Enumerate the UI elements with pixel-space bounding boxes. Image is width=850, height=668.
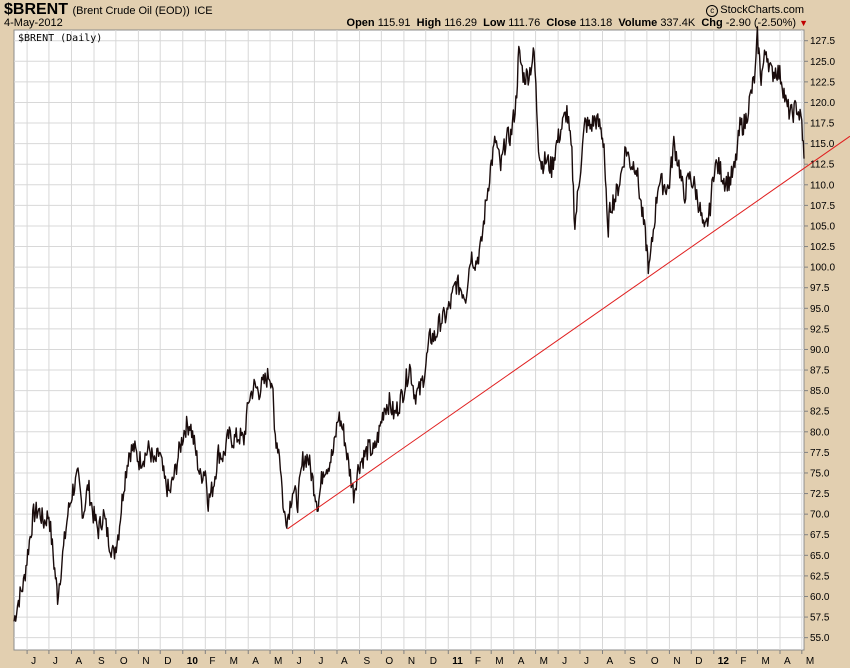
x-tick-label: A [518,656,525,667]
y-tick-label: 60.0 [810,592,830,603]
chart-header: $BRENT (Brent Crude Oil (EOD)) ICE 4-May… [0,0,850,30]
y-tick-label: 75.0 [810,468,830,479]
series-layer [13,26,850,622]
x-tick-label: J [562,656,567,667]
x-tick-label: S [98,656,105,667]
x-tick-label: D [695,656,702,667]
y-tick-label: 67.5 [810,530,830,541]
x-tick-label: O [120,656,128,667]
symbol: $BRENT [4,1,69,18]
x-tick-label: J [31,656,36,667]
y-tick-label: 122.5 [810,77,835,88]
x-tick-label: J [297,656,302,667]
x-tick-label: M [274,656,282,667]
x-tick-label: D [164,656,171,667]
y-tick-label: 82.5 [810,407,830,418]
y-tick-label: 120.0 [810,98,835,109]
y-tick-label: 100.0 [810,263,835,274]
x-tick-label: N [142,656,149,667]
x-tick-label: F [740,656,746,667]
x-tick-label: O [385,656,393,667]
quote-date: 4-May-2012 [4,17,63,29]
symbol-title: $BRENT (Brent Crude Oil (EOD)) ICE [4,1,213,19]
x-tick-label: J [53,656,58,667]
y-tick-label: 95.0 [810,304,830,315]
open-value: 115.91 [377,17,411,29]
y-tick-label: 117.5 [810,119,835,130]
volume-value: 337.4K [660,17,696,29]
plot-area [13,29,805,651]
y-tick-label: 115.0 [810,139,835,150]
y-tick-label: 80.0 [810,427,830,438]
x-tick-label: S [364,656,371,667]
y-tick-label: 125.0 [810,57,835,68]
chg-value: -2.90 (-2.50%) [725,17,797,29]
y-tick-label: 57.5 [810,613,830,624]
y-tick-label: 55.0 [810,633,830,644]
x-tick-label: A [75,656,82,667]
x-axis: J J A S O N D 10 F M A M J J A S O N D 11 F M A M J J A S O N D 12 F M A M [26,650,814,667]
x-tick-label: A [252,656,259,667]
y-tick-label: 127.5 [810,36,835,47]
y-tick-label: 92.5 [810,324,830,335]
x-tick-label: D [430,656,437,667]
chart-title: $BRENT (Daily) [18,33,102,44]
x-tick-label: 10 [187,656,199,667]
y-tick-label: 72.5 [810,489,830,500]
x-tick-label: M [495,656,503,667]
low-label: Low [483,17,506,29]
y-axis: 55.0 57.5 60.0 62.5 65.0 67.5 70.0 72.5 75.0 77.5… [804,36,835,644]
x-tick-label: J [584,656,589,667]
chg-label: Chg [701,17,723,29]
copyright: c StockCharts.com [706,4,804,17]
high-label: High [416,17,442,29]
x-tick-label: O [651,656,659,667]
quote-line: Open 115.91 High 116.29 Low 111.76 Close… [347,17,808,29]
x-tick-label: 11 [452,656,463,667]
x-tick-label: A [784,656,791,667]
high-value: 116.29 [444,17,478,29]
close-label: Close [546,17,577,29]
x-tick-label: N [673,656,680,667]
down-arrow-icon: ▼ [799,18,808,28]
open-label: Open [346,17,375,29]
y-tick-label: 90.0 [810,345,830,356]
close-value: 113.18 [579,17,613,29]
y-tick-label: 105.0 [810,221,835,232]
y-tick-label: 112.5 [810,160,835,171]
copyright-text: StockCharts.com [720,4,804,16]
x-tick-label: M [540,656,548,667]
x-tick-label: S [629,656,636,667]
grid [14,30,804,650]
y-tick-label: 65.0 [810,551,830,562]
x-tick-label: N [408,656,415,667]
x-tick-label: F [475,656,481,667]
y-tick-label: 62.5 [810,571,830,582]
y-tick-label: 102.5 [810,242,835,253]
symbol-description: (Brent Crude Oil (EOD)) [72,5,190,17]
x-tick-label: 12 [718,656,730,667]
x-tick-label: F [209,656,215,667]
x-tick-label: J [318,656,323,667]
y-tick-label: 70.0 [810,510,830,521]
x-tick-label: A [606,656,613,667]
exchange: ICE [194,5,213,17]
copyright-icon: c [706,5,719,17]
x-tick-label: M [230,656,238,667]
volume-label: Volume [618,17,658,29]
y-tick-label: 97.5 [810,283,830,294]
x-tick-label: M [806,656,814,667]
y-tick-label: 87.5 [810,366,830,377]
x-tick-label: A [341,656,348,667]
x-tick-label: M [761,656,769,667]
price-line [13,26,805,622]
y-tick-label: 107.5 [810,201,835,212]
y-tick-label: 77.5 [810,448,830,459]
low-value: 111.76 [508,17,541,29]
trend-line [287,135,850,530]
y-tick-label: 110.0 [810,180,835,191]
y-tick-label: 85.0 [810,386,830,397]
